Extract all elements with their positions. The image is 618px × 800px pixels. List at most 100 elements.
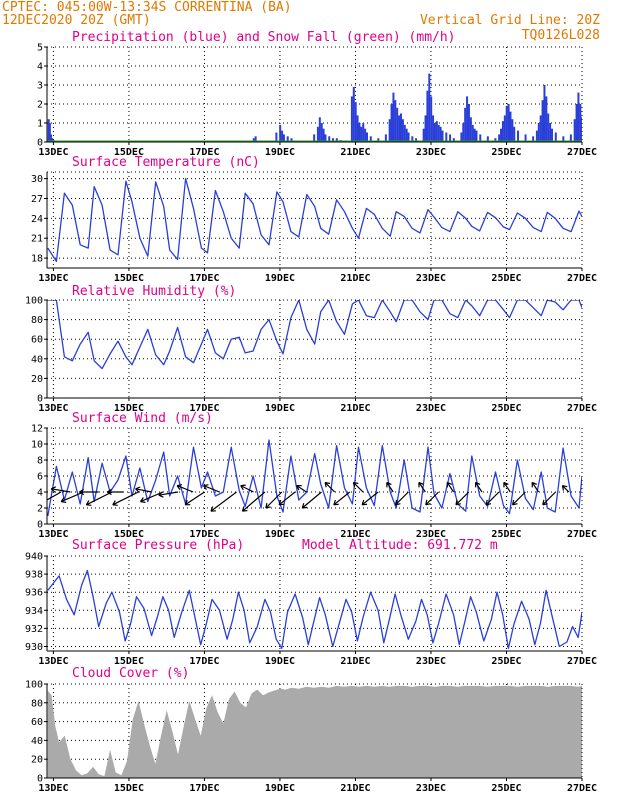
- precip-bar: [545, 96, 548, 142]
- precip-bar: [513, 126, 516, 142]
- rh-series-line: [47, 300, 582, 370]
- pressure-xtick-label: 19DEC: [265, 656, 295, 667]
- pressure-ytick-label: 936: [25, 588, 43, 599]
- precip-bar: [252, 138, 255, 142]
- precip-bar: [479, 134, 482, 142]
- wind-vector-head: [135, 486, 141, 493]
- wind-vector-head: [301, 503, 308, 509]
- wind-vector-head: [352, 481, 359, 488]
- precip-bar: [535, 130, 538, 142]
- pressure-ytick-label: 930: [25, 642, 43, 653]
- wind-ytick-label: 6: [37, 472, 43, 483]
- pressure-xtick-label: 25DEC: [491, 656, 521, 667]
- precip-bar: [324, 134, 327, 142]
- precip-bar: [405, 128, 408, 142]
- cloud-panel: 0 20 40 60 80 100 13DEC 15DEC 17DEC 19DEC 21DEC 23D…: [25, 680, 597, 795]
- wind-vector: [485, 491, 500, 506]
- cloud-title: Cloud Cover (%): [72, 666, 189, 681]
- precip-bar: [562, 136, 565, 142]
- precip-bar: [392, 92, 395, 142]
- precip-bar: [507, 104, 510, 142]
- pressure-panel: 930 932 934 936 938 940 13DEC 15DEC 17DEC 19DEC 21…: [25, 552, 597, 668]
- precip-xtick-label: 21DEC: [340, 147, 370, 158]
- precip-bar: [358, 123, 361, 142]
- wind-vector-head: [265, 502, 271, 509]
- wind-vector-head: [203, 484, 209, 491]
- precip-bar: [541, 100, 544, 142]
- temp-xtick-label: 19DEC: [265, 273, 295, 284]
- precip-bar: [411, 136, 414, 142]
- wind-vector-head: [278, 499, 285, 506]
- temp-ytick-label: 21: [31, 234, 43, 245]
- wind-vector: [386, 482, 394, 493]
- wind-panel: 0 2 4 6 8 10 12 13DEC 15DEC 17DEC 19DEC 21DEC 23DEC 2…: [31, 424, 597, 541]
- precip-title: Precipitation (blue) and Snow Fall (gree…: [72, 30, 456, 45]
- precip-bar: [575, 104, 578, 142]
- cloud-xtick-label: 23DEC: [416, 783, 446, 794]
- wind-vector-head: [324, 481, 331, 488]
- precip-bar: [369, 136, 372, 142]
- cloud-xtick-label: 21DEC: [340, 783, 370, 794]
- wind-vector-head: [455, 499, 461, 506]
- precip-bar: [505, 105, 508, 142]
- precip-bar: [437, 124, 440, 142]
- wind-vector-head: [361, 499, 368, 506]
- precip-bar: [503, 115, 506, 142]
- rh-xtick-label: 23DEC: [416, 403, 446, 414]
- temp-ytick-label: 18: [31, 254, 43, 265]
- wind-ytick-label: 10: [31, 440, 43, 451]
- pressure-xtick-label: 23DEC: [416, 656, 446, 667]
- cloud-xtick-label: 19DEC: [265, 783, 295, 794]
- wind-vector: [51, 488, 71, 493]
- precip-bar: [469, 117, 472, 142]
- precip-bar: [403, 124, 406, 142]
- precip-bar: [364, 128, 367, 142]
- wind-vector: [301, 491, 322, 509]
- precip-bar: [498, 134, 501, 142]
- precip-bar: [388, 119, 391, 142]
- rh-panel: 0 20 40 60 80 100 13DEC 15DEC 17DEC 19DEC 21DEC 23D…: [25, 296, 597, 415]
- precip-bar: [422, 128, 425, 142]
- model-altitude: Model Altitude: 691.772 m: [302, 538, 498, 553]
- temp-title: Surface Temperature (nC): [72, 155, 260, 170]
- wind-vector: [135, 488, 152, 493]
- precip-bar: [384, 134, 387, 142]
- cloud-xtick-label: 13DEC: [38, 783, 68, 794]
- temp-xtick-label: 25DEC: [491, 273, 521, 284]
- wind-vector-head: [176, 484, 183, 491]
- wind-xtick-label: 27DEC: [567, 529, 597, 540]
- precip-data: [47, 73, 582, 142]
- precip-bar: [356, 115, 359, 142]
- wind-xtick-label: 25DEC: [491, 529, 521, 540]
- precip-bar: [424, 115, 427, 142]
- wind-vector-head: [474, 481, 481, 488]
- cloud-xtick-label: 15DEC: [114, 783, 144, 794]
- precip-xtick-label: 17DEC: [189, 147, 219, 158]
- wind-vector: [210, 491, 237, 512]
- precip-bar: [475, 130, 478, 142]
- pressure-xtick-label: 13DEC: [38, 656, 68, 667]
- precip-bar: [322, 128, 325, 142]
- wind-vector-head: [531, 481, 537, 488]
- wind-xtick-label: 21DEC: [340, 529, 370, 540]
- wind-vector-head: [542, 499, 548, 506]
- cloud-ytick-label: 0: [37, 774, 43, 785]
- wind-vector: [352, 481, 364, 493]
- wind-ytick-label: 2: [37, 504, 43, 515]
- wind-vector: [475, 482, 483, 493]
- precip-bar: [394, 100, 397, 142]
- wind-vector: [47, 491, 62, 501]
- temp-xtick-label: 23DEC: [416, 273, 446, 284]
- wind-vector: [60, 491, 84, 503]
- precip-ytick-label: 4: [37, 62, 43, 73]
- wind-vector: [425, 491, 439, 506]
- precip-bar: [352, 86, 355, 142]
- precip-bar: [407, 132, 410, 142]
- wind-xtick-label: 13DEC: [38, 529, 68, 540]
- precip-bar: [350, 96, 353, 142]
- wind-vector: [361, 491, 379, 506]
- precip-bar: [543, 85, 546, 142]
- precip-bar: [464, 107, 467, 142]
- precip-bar: [313, 134, 316, 142]
- precip-bar: [401, 119, 404, 142]
